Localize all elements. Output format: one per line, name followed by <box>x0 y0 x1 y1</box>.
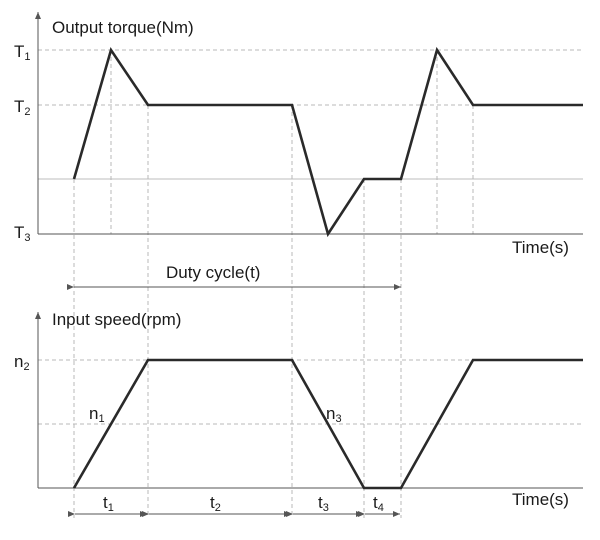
speed-chart-title: Input speed(rpm) <box>52 310 181 329</box>
torque-curve <box>74 50 583 234</box>
t3-tick-label: T3 <box>14 223 31 244</box>
duty-cycle-span: Duty cycle(t) <box>74 263 401 287</box>
t4-interval-label: t4 <box>373 493 384 514</box>
t1-tick-label: T1 <box>14 42 31 63</box>
t3-interval-label: t3 <box>318 493 329 514</box>
speed-x-axis-label: Time(s) <box>512 490 569 509</box>
n2-tick-label: n2 <box>14 352 30 373</box>
speed-chart: Input speed(rpm) Time(s) n2 n1 n3 <box>14 310 583 509</box>
n1-segment-label: n1 <box>89 404 105 425</box>
t2-interval-label: t2 <box>210 493 221 514</box>
torque-chart-title: Output torque(Nm) <box>52 18 194 37</box>
t1-interval-label: t1 <box>103 493 114 514</box>
interval-dimensions: t1 t2 t3 t4 <box>75 493 400 514</box>
t2-tick-label: T2 <box>14 97 31 118</box>
torque-x-axis-label: Time(s) <box>512 238 569 257</box>
n3-segment-label: n3 <box>326 404 342 425</box>
duty-cycle-label: Duty cycle(t) <box>166 263 260 282</box>
torque-gridlines <box>38 50 583 105</box>
torque-vertical-guides <box>74 50 473 518</box>
